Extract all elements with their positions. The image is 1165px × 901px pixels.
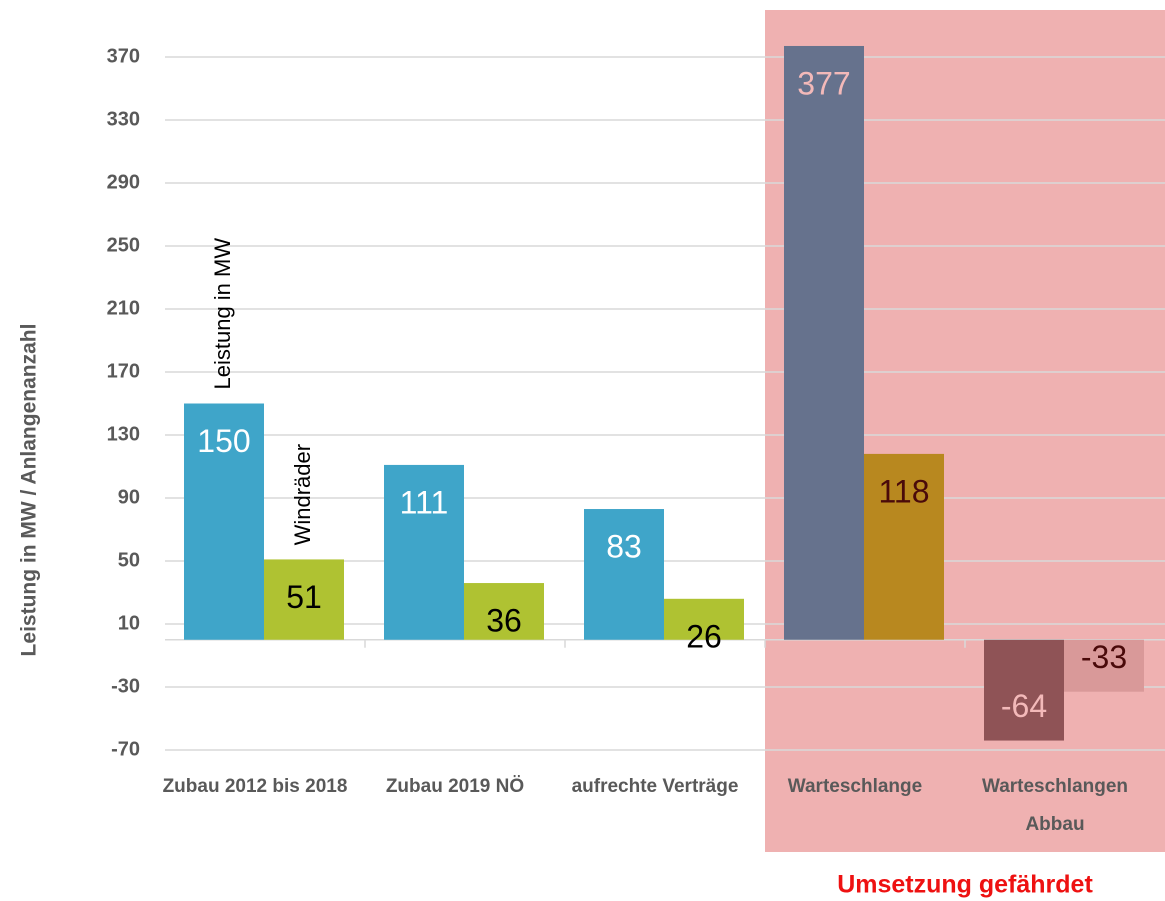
bar — [784, 45, 864, 640]
bar — [184, 403, 264, 640]
bar — [584, 509, 664, 640]
y-tick-label: 10 — [118, 612, 140, 634]
value-label: 51 — [286, 579, 322, 615]
bar — [464, 583, 544, 640]
bar — [664, 598, 744, 640]
bar — [264, 559, 344, 640]
x-tick-label: Warteschlange — [787, 776, 923, 797]
y-axis-label: Leistung in MW / Anlangenanzahl — [18, 324, 41, 657]
bar — [384, 464, 464, 640]
value-label: 36 — [486, 603, 522, 639]
value-label: 377 — [797, 65, 850, 101]
series-label: Leistung in MW — [210, 238, 235, 390]
y-tick-label: 290 — [107, 171, 140, 193]
y-tick-label: 130 — [107, 423, 140, 445]
y-tick-label: -70 — [111, 738, 140, 760]
y-tick-label: 50 — [118, 549, 140, 571]
y-tick-label: -30 — [111, 675, 140, 697]
highlight-label: Umsetzung gefährdet — [837, 871, 1093, 899]
value-label: 118 — [878, 473, 929, 509]
x-tick-label: Zubau 2019 NÖ — [385, 776, 525, 797]
value-label: 150 — [197, 423, 250, 459]
value-label: -33 — [1081, 639, 1127, 675]
value-label: 26 — [686, 618, 722, 654]
bar — [864, 453, 944, 640]
series-label: Windräder — [290, 444, 315, 545]
x-tick-label: Zubau 2012 bis 2018 — [162, 776, 348, 797]
value-label: 111 — [400, 484, 449, 520]
x-tick-label: Warteschlangen Abbau — [981, 776, 1129, 835]
x-tick-label: aufrechte Verträge — [571, 776, 739, 797]
y-tick-label: 170 — [107, 360, 140, 382]
y-tick-label: 370 — [107, 45, 140, 67]
bar — [984, 639, 1064, 741]
y-tick-label: 90 — [118, 486, 140, 508]
value-label: 83 — [606, 528, 642, 564]
value-label: -64 — [1001, 688, 1047, 724]
y-tick-label: 330 — [107, 108, 140, 130]
y-tick-label: 250 — [107, 234, 140, 256]
bar — [1064, 639, 1144, 692]
y-tick-label: 210 — [107, 297, 140, 319]
